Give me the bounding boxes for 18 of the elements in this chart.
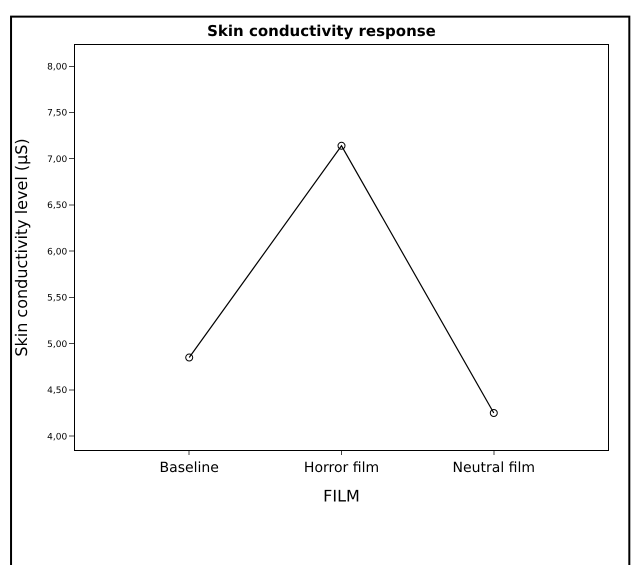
y-tick-label: 5,00	[47, 340, 68, 350]
y-tick-label: 8,00	[47, 62, 68, 72]
point	[338, 142, 346, 150]
y-tick-label: 7,00	[47, 154, 68, 165]
y-tick-label: 5,50	[47, 294, 68, 304]
y-tick-label: 6,00	[47, 247, 68, 258]
y-axis-title: Skin conductivity level (µS)	[12, 138, 32, 357]
point	[490, 409, 498, 418]
x-axis-title: FILM	[323, 486, 360, 506]
x-tick-label: Horror film	[304, 460, 380, 476]
y-tick-label: 4,00	[47, 432, 68, 442]
x-tick-label: Baseline	[160, 460, 219, 476]
y-tick-label: 4,50	[47, 386, 68, 396]
chart-title: Skin conductivity response	[207, 22, 436, 40]
y-tick-label: 6,50	[47, 201, 68, 212]
x-tick-label: Neutral film	[452, 460, 536, 476]
y-tick-label: 7,50	[47, 108, 68, 119]
point	[185, 354, 194, 362]
